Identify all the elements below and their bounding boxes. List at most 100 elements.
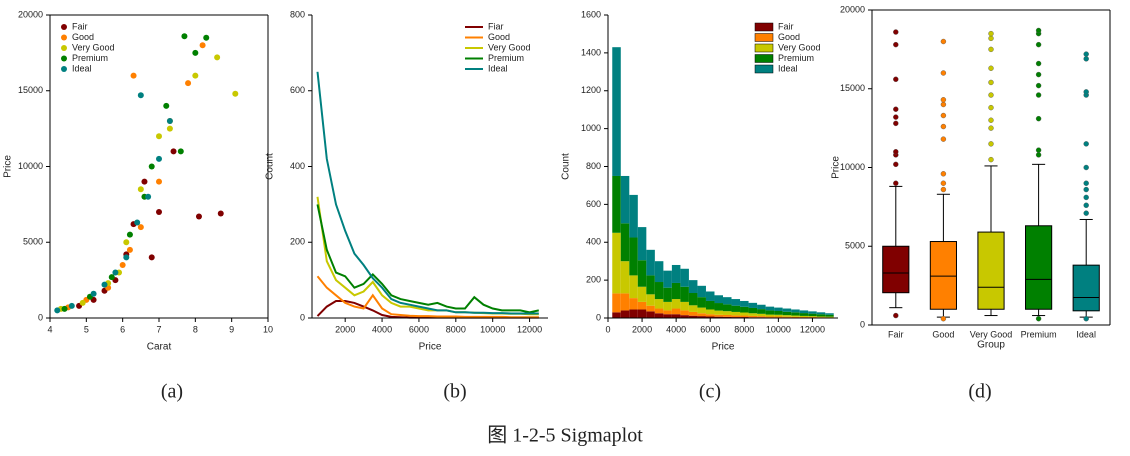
point [123,254,130,261]
point [192,72,199,79]
y-tick-label: 600 [290,85,305,95]
bar-segment [654,261,664,283]
outlier [988,46,994,53]
y-tick-label: 600 [586,199,601,209]
bar-segment [791,312,800,316]
point [123,239,130,246]
y-tick-label: 800 [586,161,601,171]
x-tick-label: 2000 [632,324,652,334]
bar-segment [723,311,732,315]
outlier [1083,316,1089,322]
bar-segment [731,315,741,318]
x-tick-label: 4000 [666,324,686,334]
legend-label: Fair [72,21,88,31]
bar-segment [782,311,792,316]
bar-segment [688,293,698,306]
bar-segment [663,310,672,315]
bar-segment [757,316,766,318]
bar-segment [680,310,689,316]
x-tick-label: 6 [120,324,125,334]
bar-segment [731,299,741,306]
bar-segment [731,305,741,312]
density-line [316,71,539,315]
outlier [1083,51,1089,57]
x-axis-label: Price [419,342,442,353]
x-tick-label: 12000 [517,324,542,334]
bar-segment [620,293,630,311]
y-axis-label: Count [265,153,276,180]
outlier [1035,92,1042,98]
bar-segment [680,268,689,287]
point [192,49,199,56]
y-tick-label: 20000 [840,4,865,14]
bar-segment [816,316,826,318]
point [112,269,119,276]
outlier [893,312,899,319]
bar-segment [723,304,732,312]
bar-segment [765,316,775,318]
y-tick-label: 10000 [840,162,865,172]
x-tick-label: Fair [888,329,904,339]
bar-segment [671,264,681,283]
outlier [893,120,899,127]
bar-segment [723,297,732,305]
legend-label: Ideal [72,63,92,73]
y-tick-label: 1200 [581,85,601,95]
outlier [988,141,994,147]
legend-label: Good [778,32,800,42]
outlier [893,149,899,155]
outlier [940,38,947,45]
y-tick-label: 800 [290,9,305,19]
point [185,80,192,87]
bar-segment [825,313,834,315]
bar-segment [637,260,647,287]
bar-segment [629,237,638,276]
bar-segment [697,313,706,317]
point [137,92,144,99]
density-line [316,275,539,319]
y-tick-label: 5000 [845,241,865,251]
bar-segment [757,313,766,317]
bar-segment [663,287,672,302]
y-tick-label: 20000 [18,9,43,19]
y-axis-label: Count [561,153,572,180]
point [61,305,68,312]
outlier [1083,202,1089,209]
bar-segment [816,312,826,315]
y-tick-label: 1000 [581,123,601,133]
bar-segment [740,300,749,307]
bar-segment [697,307,706,314]
bar-segment [782,315,792,317]
point [145,193,152,200]
x-tick-label: 9 [229,324,234,334]
point [141,178,148,185]
bar-segment [612,232,621,294]
bar-segment [774,310,783,315]
point [166,118,173,125]
bar-segment [757,304,766,310]
outlier [893,29,899,35]
bar-segment [637,309,647,318]
bar-segment [714,316,723,318]
x-tick-label: Good [932,329,954,339]
bar-segment [757,309,766,314]
x-tick-label: 10000 [480,324,505,334]
bar-segment [714,303,723,311]
x-tick-label: 5 [84,324,89,334]
bar-segment [782,308,792,312]
y-axis-label: Price [3,155,14,178]
legend-label: Ideal [778,63,798,73]
outlier [988,65,994,71]
point [126,231,133,238]
outlier [940,101,947,108]
bar-segment [612,312,621,318]
bar-segment [723,314,732,317]
bar-segment [629,309,638,318]
bar-segment [723,316,732,318]
bar-segment [646,311,655,318]
x-tick-label: 6000 [700,324,720,334]
legend-marker [61,24,67,30]
x-axis-label: Price [712,342,735,353]
y-tick-label: 400 [586,237,601,247]
